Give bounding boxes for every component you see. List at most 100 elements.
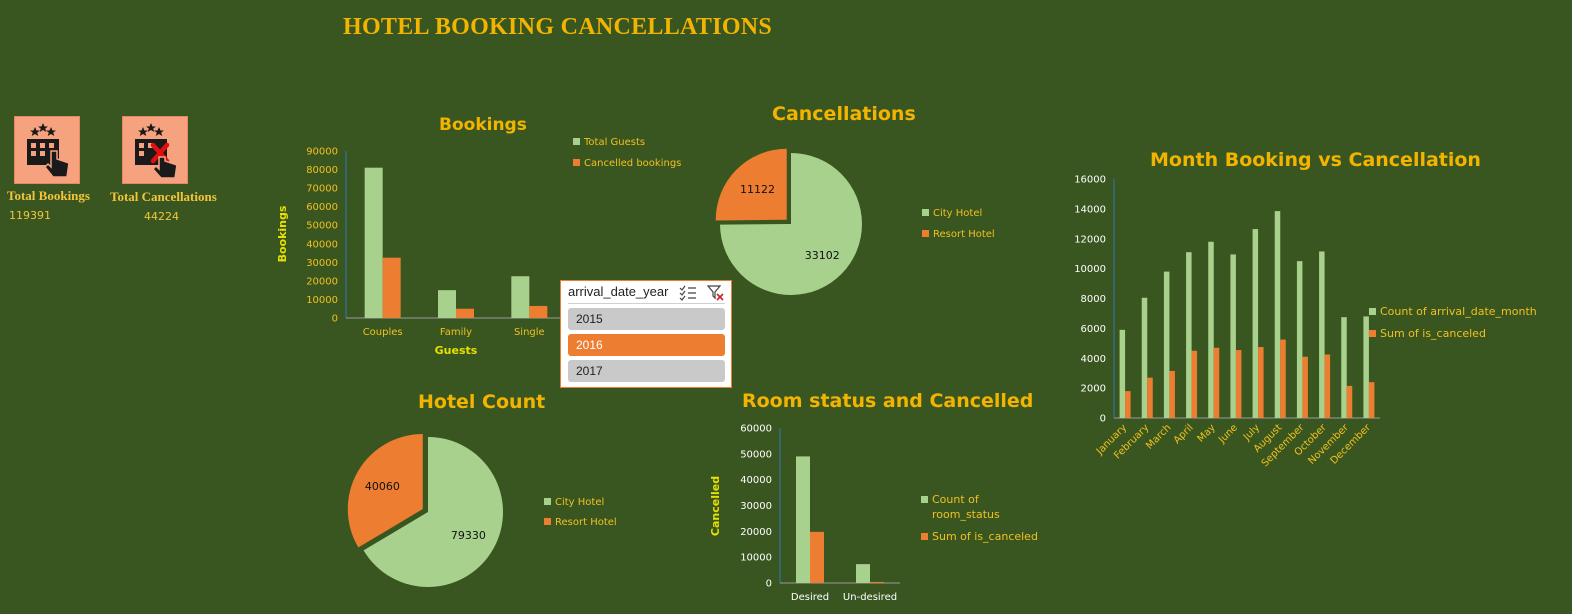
month-y-tick-label: 6000 <box>1081 324 1106 335</box>
month-y-tick-label: 8000 <box>1081 294 1106 305</box>
bookings-legend-swatch <box>573 138 580 145</box>
month-bar-secondary <box>1213 347 1220 418</box>
room-status-y-tick-label: 20000 <box>740 527 772 538</box>
bookings-bar-secondary <box>382 257 401 318</box>
hotel-count-legend-swatch <box>544 518 551 525</box>
month-bar-secondary <box>1368 382 1375 418</box>
hotel-count-data-label: 79330 <box>451 529 486 542</box>
month-bar-secondary <box>1191 350 1198 418</box>
hotel-count-legend-label: City Hotel <box>555 497 604 508</box>
month-bar-primary <box>1274 211 1281 418</box>
cancellations-chart-title: Cancellations <box>772 103 916 125</box>
bookings-x-axis-label: Guests <box>435 344 478 357</box>
month-bar-secondary <box>1258 347 1264 418</box>
month-category-label: May <box>1195 422 1217 444</box>
month-bar-primary <box>1163 271 1170 418</box>
room-status-y-tick-label: 0 <box>766 579 772 590</box>
month-legend-label: Count of arrival_date_month <box>1380 305 1537 318</box>
month-bar-primary <box>1363 316 1369 418</box>
room-status-legend-label: Sum of is_canceled <box>932 530 1038 543</box>
bookings-y-tick-label: 10000 <box>306 295 338 306</box>
month-bar-secondary <box>1280 339 1286 418</box>
month-y-tick-label: 0 <box>1100 414 1106 425</box>
month-bar-secondary <box>1346 385 1353 418</box>
slicer-item-2015[interactable]: 2015 <box>568 308 725 330</box>
bookings-bar-primary <box>511 276 530 318</box>
hotel-booking-icon <box>14 116 80 184</box>
cancellations-data-label: 33102 <box>805 249 840 262</box>
bookings-category-label: Family <box>440 327 472 338</box>
bookings-y-tick-label: 50000 <box>306 221 338 232</box>
month-bar-primary <box>1208 241 1214 418</box>
cancellations-slice-city <box>720 153 863 295</box>
multi-select-icon[interactable] <box>679 285 697 301</box>
bookings-legend-label: Total Guests <box>583 137 645 148</box>
month-bar-secondary <box>1235 350 1242 418</box>
month-bar-secondary <box>1169 370 1175 418</box>
month-category-label: June <box>1216 422 1240 446</box>
room-status-bar-secondary <box>870 581 884 583</box>
month-y-tick-label: 14000 <box>1074 204 1106 215</box>
room-status-y-tick-label: 40000 <box>740 475 772 486</box>
month-bar-primary <box>1186 252 1192 418</box>
month-bar-primary <box>1119 329 1126 418</box>
hotel-count-slice-city <box>363 437 503 588</box>
cancellations-legend-swatch <box>922 209 929 216</box>
room-status-legend-label: Count of <box>932 493 980 506</box>
cancellations-legend-label: City Hotel <box>933 208 982 219</box>
month-y-tick-label: 12000 <box>1074 234 1106 245</box>
kpi-total-cancellations <box>122 116 188 184</box>
month-y-tick-label: 2000 <box>1081 384 1106 395</box>
slicer-title: arrival_date_year <box>568 284 669 299</box>
month-category-label: March <box>1144 422 1173 451</box>
hotel-count-legend-label: Resort Hotel <box>555 517 617 528</box>
hotel-count-data-label: 40060 <box>365 480 400 493</box>
month-bar-primary <box>1230 254 1236 418</box>
month-y-tick-label: 16000 <box>1074 175 1106 186</box>
month-y-tick-label: 4000 <box>1081 354 1106 365</box>
room-status-y-tick-label: 10000 <box>740 553 772 564</box>
bookings-y-tick-label: 70000 <box>306 184 338 195</box>
room-status-chart-title: Room status and Cancelled <box>742 390 1034 412</box>
slicer-item-2017[interactable]: 2017 <box>568 360 725 382</box>
bookings-chart-title: Bookings <box>439 115 527 135</box>
room-status-bar-primary <box>796 456 810 583</box>
room-status-y-axis-label: Cancelled <box>709 476 722 536</box>
month-legend-label: Sum of is_canceled <box>1380 327 1486 340</box>
room-status-bar-secondary <box>810 531 824 583</box>
hotel-cancel-icon <box>122 116 188 184</box>
bookings-y-axis-label: Bookings <box>276 205 289 262</box>
slicer-item-2016[interactable]: 2016 <box>568 334 725 356</box>
kpi-total-cancellations-label: Total Cancellations <box>110 189 217 204</box>
month-bar-primary <box>1296 261 1303 418</box>
month-legend-swatch <box>1369 330 1376 337</box>
room-status-category-label: Un-desired <box>843 592 897 603</box>
room-status-legend-label: room_status <box>932 508 1000 521</box>
hotel-count-slice-resort <box>347 434 423 548</box>
bookings-category-label: Couples <box>363 327 403 338</box>
bookings-y-tick-label: 30000 <box>306 258 338 269</box>
month-bar-primary <box>1319 251 1325 418</box>
month-bar-secondary <box>1302 356 1308 418</box>
bookings-bar-primary <box>438 290 456 318</box>
room-status-category-label: Desired <box>791 592 829 603</box>
year-slicer[interactable]: arrival_date_year 2015 2016 2017 <box>560 280 732 388</box>
bookings-legend-swatch <box>573 159 580 166</box>
bookings-bar-secondary <box>529 305 548 318</box>
clear-filter-icon[interactable] <box>707 285 725 301</box>
month-bar-primary <box>1252 229 1259 418</box>
month-bar-secondary <box>1125 391 1131 418</box>
bookings-y-tick-label: 60000 <box>306 202 338 213</box>
bookings-legend-label: Cancelled bookings <box>584 158 681 169</box>
month-legend-swatch <box>1369 308 1376 315</box>
kpi-total-bookings-label: Total Bookings <box>7 188 90 203</box>
bookings-bar-primary <box>364 167 383 318</box>
hotel-count-legend-swatch <box>544 498 551 505</box>
page-title: HOTEL BOOKING CANCELLATIONS <box>343 14 773 40</box>
bookings-y-tick-label: 0 <box>332 314 338 325</box>
bookings-category-label: Single <box>514 327 545 338</box>
room-status-legend-swatch <box>921 533 928 540</box>
month-chart-title: Month Booking vs Cancellation <box>1150 149 1481 171</box>
room-status-y-tick-label: 50000 <box>740 449 772 460</box>
room-status-bar-primary <box>856 564 870 583</box>
